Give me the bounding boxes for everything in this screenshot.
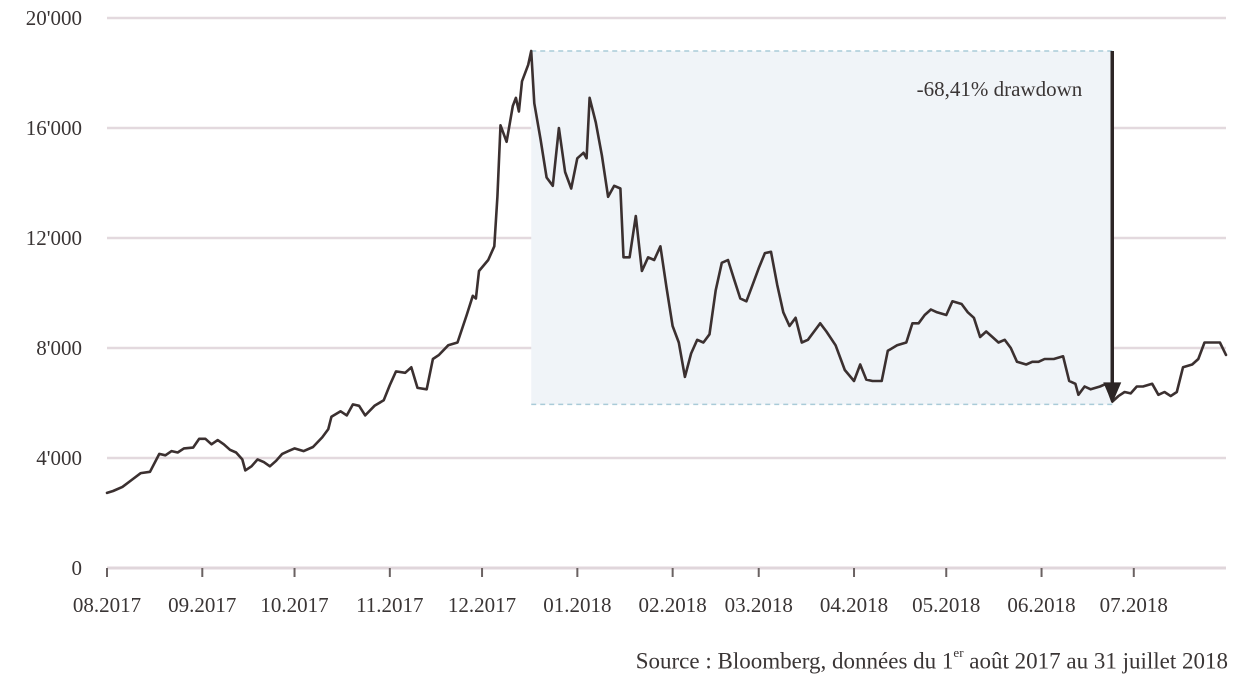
drawdown-label: -68,41% drawdown	[917, 77, 1083, 101]
x-tick-label: 12.2017	[448, 593, 516, 617]
y-tick-label: 4'000	[36, 446, 82, 470]
y-tick-label: 8'000	[36, 336, 82, 360]
x-axis	[106, 566, 1226, 577]
source-superscript: er	[953, 645, 964, 660]
x-tick-label: 09.2017	[168, 593, 236, 617]
drawdown-region	[531, 50, 1113, 406]
x-tick-label: 10.2017	[260, 593, 328, 617]
x-tick-label: 01.2018	[543, 593, 611, 617]
x-axis-tick-labels: 08.2017 09.2017 10.2017 11.2017 12.2017 01.20…	[73, 593, 1168, 617]
x-tick-label: 06.2018	[1007, 593, 1075, 617]
source-note: Source : Bloomberg, données du 1er août …	[635, 645, 1228, 675]
y-tick-label: 12'000	[26, 226, 82, 250]
drawdown-annotation: -68,41% drawdown	[917, 51, 1122, 404]
x-tick-label: 07.2018	[1100, 593, 1168, 617]
series-line	[105, 49, 1228, 495]
source-prefix: Source : Bloomberg, données du 1	[635, 648, 954, 674]
drawdown-box	[531, 51, 1113, 405]
x-tick-label: 11.2017	[356, 593, 423, 617]
y-tick-label: 0	[72, 556, 83, 580]
x-tick-label: 04.2018	[820, 593, 888, 617]
y-tick-label: 20'000	[26, 6, 82, 30]
y-tick-label: 16'000	[26, 116, 82, 140]
x-tick-label: 02.2018	[639, 593, 707, 617]
x-tick-label: 08.2017	[73, 593, 141, 617]
y-axis-tick-labels: 0 4'000 8'000 12'000 16'000 20'000	[26, 6, 82, 580]
x-tick-label: 05.2018	[912, 593, 980, 617]
series-layer	[105, 49, 1228, 495]
x-tick-label: 03.2018	[725, 593, 793, 617]
source-suffix: août 2017 au 31 juillet 2018	[963, 648, 1228, 674]
drawdown-arrow-head	[1103, 382, 1122, 404]
